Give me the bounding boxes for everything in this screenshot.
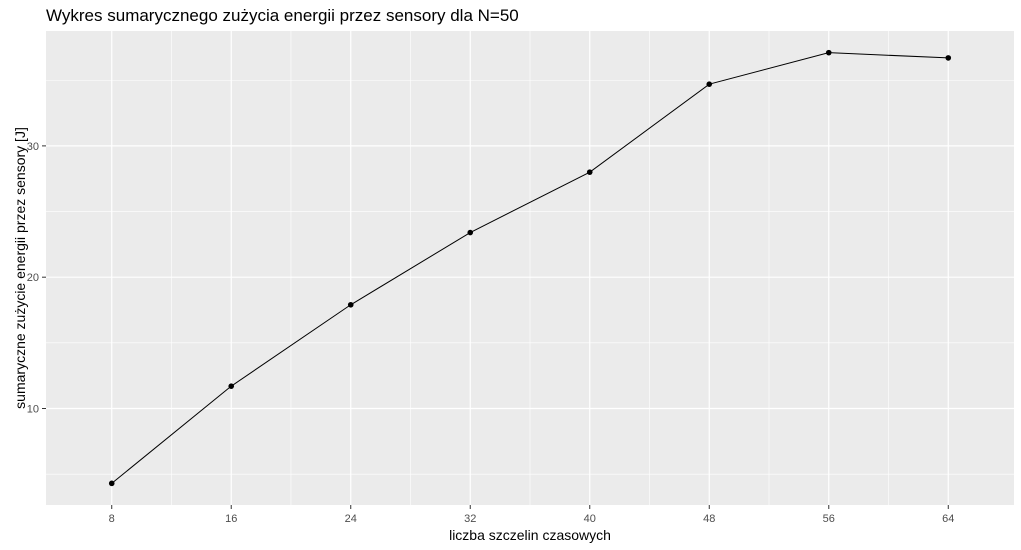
x-tick-label: 24 [345,513,357,525]
data-point [945,55,952,61]
data-point [108,480,115,487]
y-tick-label: 30 [27,141,39,153]
data-point [706,81,713,87]
data-point [467,229,474,236]
x-tick-label: 48 [703,513,715,525]
x-tick-label: 16 [225,513,237,525]
data-point [228,383,235,389]
major-gridlines [46,31,1014,505]
series-line [111,52,949,484]
x-tick-label: 32 [464,513,476,525]
x-tick-label: 64 [942,513,954,525]
y-axis: 10 20 30 [27,141,46,415]
x-axis: 8 16 24 32 40 48 56 64 [109,505,954,525]
x-tick-label: 8 [109,513,115,525]
x-tick-label: 40 [584,513,596,525]
y-tick-label: 20 [27,272,39,284]
data-point [825,49,832,56]
minor-gridlines [46,31,1014,505]
series-layer [108,49,952,487]
chart-title: Wykres sumarycznego zużycia energii prze… [46,6,519,25]
x-axis-label: liczba szczelin czasowych [449,527,611,543]
x-tick-label: 56 [823,513,835,525]
data-point [347,301,354,308]
y-tick-label: 10 [27,403,39,415]
data-point [586,169,593,175]
y-axis-label: sumaryczne zużycie energii przez sensory… [12,127,28,409]
